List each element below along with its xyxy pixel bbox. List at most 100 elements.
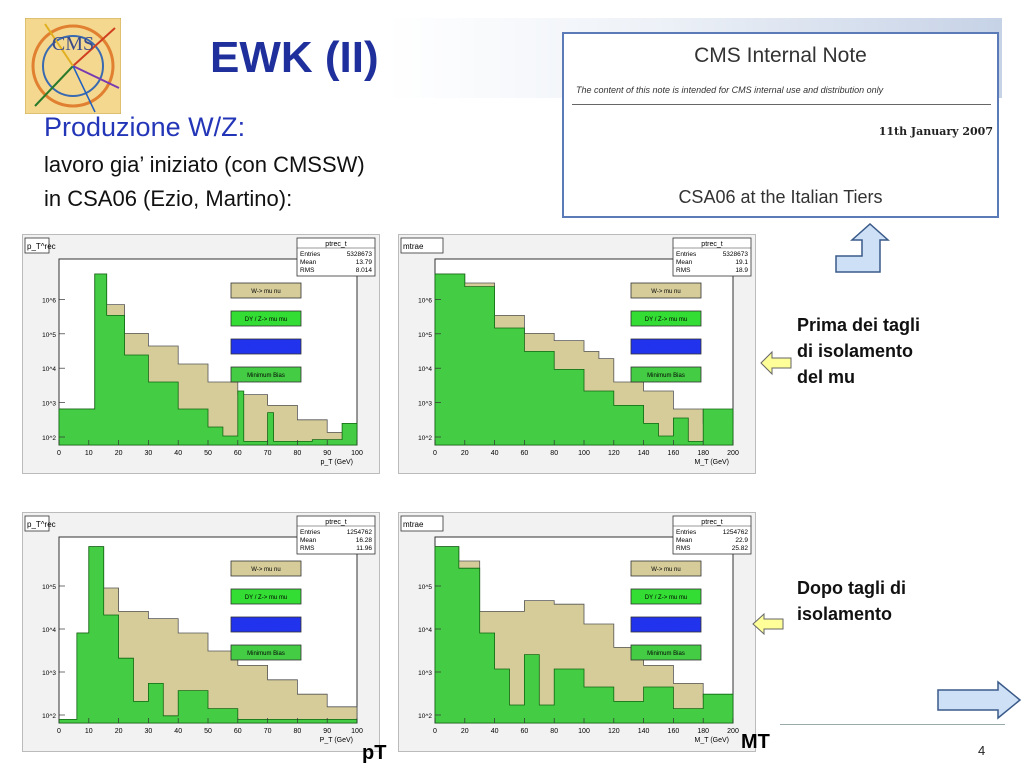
y-tick-label: 10^6 — [42, 297, 56, 304]
right-arrow-icon — [937, 680, 1022, 720]
y-tick-label: 10^3 — [42, 401, 56, 408]
x-tick-label: 80 — [550, 450, 558, 457]
note-date: 11th January 2007 — [878, 125, 993, 138]
legend-swatch — [630, 644, 702, 661]
x-tick-label: 180 — [697, 450, 709, 457]
x-tick-label: 0 — [433, 728, 437, 735]
histogram-name: p_T^rec — [27, 520, 56, 529]
legend-label: W/Z-> tau -> mu — [244, 623, 288, 629]
y-tick-label: 10^5 — [418, 332, 432, 339]
legend-swatch — [630, 588, 702, 605]
legend-label: W-> mu nu — [251, 567, 280, 573]
x-tick-label: 120 — [608, 728, 620, 735]
stats-value-entries: 5328673 — [347, 251, 373, 258]
legend-label: W-> mu nu — [251, 289, 280, 295]
legend-label: Minimum Bias — [647, 651, 685, 657]
y-tick-label: 10^3 — [418, 670, 432, 677]
y-tick-label: 10^3 — [418, 401, 432, 408]
legend-swatch — [630, 338, 702, 355]
stats-label-entries: Entries — [300, 529, 321, 536]
x-tick-label: 100 — [351, 728, 363, 735]
x-tick-label: 60 — [234, 450, 242, 457]
legend-label: W/Z-> tau -> mu — [244, 345, 288, 351]
histogram-pt-before: p_T^rec ptrec_t Entries 5328673 Mean 13.79 RMS… — [23, 235, 379, 473]
y-tick-label: 10^2 — [418, 435, 432, 442]
x-tick-label: 90 — [323, 450, 331, 457]
stats-box — [672, 237, 752, 277]
x-tick-label: 160 — [668, 728, 680, 735]
x-tick-label: 70 — [264, 728, 272, 735]
x-tick-label: 10 — [85, 728, 93, 735]
legend-swatch — [630, 310, 702, 327]
x-tick-label: 20 — [461, 728, 469, 735]
x-tick-label: 40 — [174, 728, 182, 735]
plot-mt-after: mtrae ptrec_t Entries 1254762 Mean 22.9 RMS 25.… — [398, 512, 756, 752]
stats-box — [296, 237, 376, 277]
left-arrow-icon-top — [760, 350, 792, 376]
x-axis-label: P_T (GeV) — [320, 737, 353, 744]
page-number: 4 — [978, 743, 986, 758]
x-tick-label: 140 — [638, 728, 650, 735]
histogram-minimum-bias — [434, 273, 734, 446]
label-after-cuts: Dopo tagli di isolamento — [797, 575, 906, 627]
histogram-mt-before: mtrae ptrec_t Entries 5328673 Mean 19.1 RMS 18.… — [399, 235, 755, 473]
stats-value-rms: 8.014 — [356, 267, 373, 274]
stats-label-mean: Mean — [676, 259, 693, 266]
histogram-name-box — [24, 237, 50, 254]
legend-swatch — [230, 616, 302, 633]
y-tick-label: 10^4 — [42, 627, 56, 634]
legend-swatch — [230, 588, 302, 605]
x-tick-label: 40 — [491, 450, 499, 457]
x-tick-label: 120 — [608, 450, 620, 457]
legend-swatch — [230, 644, 302, 661]
stats-value-rms: 25.82 — [732, 545, 749, 552]
y-tick-label: 10^4 — [42, 366, 56, 373]
body-line-1: lavoro gia’ iniziato (con CMSSW) — [44, 152, 365, 177]
legend-swatch — [230, 282, 302, 299]
x-axis-label: M_T (GeV) — [695, 737, 730, 744]
note-subtitle: The content of this note is intended for… — [576, 85, 884, 95]
x-tick-label: 40 — [174, 450, 182, 457]
histogram-name: mtrae — [403, 520, 424, 529]
footer-divider — [780, 724, 1005, 725]
y-tick-label: 10^2 — [42, 713, 56, 720]
stats-value-mean: 22.9 — [735, 537, 748, 544]
y-tick-label: 10^3 — [42, 670, 56, 677]
y-tick-label: 10^5 — [418, 584, 432, 591]
stats-label-rms: RMS — [300, 267, 315, 274]
legend-label: DY / Z-> mu mu — [645, 595, 687, 601]
legend-label: W/Z-> tau -> mu — [644, 345, 688, 351]
stats-value-mean: 16.28 — [356, 537, 373, 544]
stats-title: ptrec_t — [701, 241, 722, 248]
legend-label: W/Z-> tau -> mu — [644, 623, 688, 629]
x-tick-label: 10 — [85, 450, 93, 457]
histogram-name: mtrae — [403, 242, 424, 251]
histogram-name-box — [400, 515, 444, 532]
stats-box — [296, 515, 376, 555]
x-tick-label: 90 — [323, 728, 331, 735]
legend-label: DY / Z-> mu mu — [245, 595, 287, 601]
x-axis-label: M_T (GeV) — [695, 459, 730, 466]
label-before-cuts: Prima dei tagli di isolamento del mu — [797, 312, 920, 390]
label-after-line-2: isolamento — [797, 604, 893, 624]
x-tick-label: 50 — [204, 728, 212, 735]
stats-value-mean: 13.79 — [356, 259, 373, 266]
label-before-line-3: del mu — [797, 367, 856, 387]
stats-label-rms: RMS — [676, 267, 691, 274]
stats-value-entries: 1254762 — [347, 529, 373, 536]
stats-label-mean: Mean — [300, 537, 317, 544]
legend-swatch — [630, 616, 702, 633]
x-tick-label: 140 — [638, 450, 650, 457]
x-tick-label: 100 — [578, 450, 590, 457]
histogram-mt-after: mtrae ptrec_t Entries 1254762 Mean 22.9 RMS 25.… — [399, 513, 755, 751]
x-tick-label: 80 — [294, 450, 302, 457]
histogram-minimum-bias — [58, 273, 358, 446]
y-tick-label: 10^6 — [418, 297, 432, 304]
mt-axis-caption: MT — [741, 731, 770, 753]
x-tick-label: 30 — [145, 728, 153, 735]
stats-label-entries: Entries — [300, 251, 321, 258]
histogram-minimum-bias — [434, 546, 734, 724]
legend-label: Minimum Bias — [247, 373, 285, 379]
svg-text:CMS: CMS — [52, 33, 94, 55]
x-tick-label: 60 — [234, 728, 242, 735]
